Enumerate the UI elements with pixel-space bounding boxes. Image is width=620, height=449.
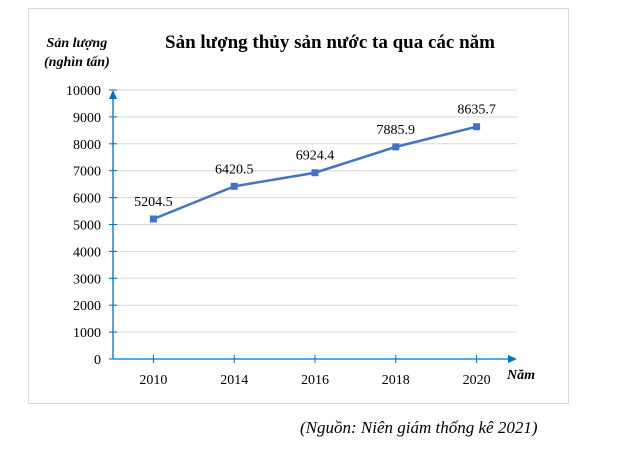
y-tick-label: 4000: [73, 245, 101, 260]
y-tick-label: 6000: [73, 192, 101, 207]
y-tick-label: 9000: [73, 111, 101, 126]
x-axis-label: Năm: [507, 368, 535, 383]
chart-frame: [28, 8, 569, 404]
y-tick-label: 3000: [73, 272, 101, 287]
y-tick-label: 1000: [73, 326, 101, 341]
x-tick-label: 2014: [220, 373, 248, 388]
x-axis-arrow-icon: [508, 355, 517, 363]
data-point: [149, 215, 157, 223]
y-tick-label: 5000: [73, 219, 101, 234]
data-point: [392, 143, 400, 151]
chart-title: Sản lượng thủy sản nước ta qua các năm: [165, 32, 495, 53]
y-axis-label-line2: (nghìn tấn): [44, 55, 110, 70]
source-note: (Nguồn: Niên giám thống kê 2021): [300, 418, 538, 437]
y-axis-arrow-icon: [109, 90, 117, 99]
data-point: [230, 182, 238, 190]
data-label: 6420.5: [215, 162, 254, 177]
y-tick-label: 2000: [73, 299, 101, 314]
data-point: [311, 169, 319, 177]
data-label: 5204.5: [134, 195, 173, 210]
x-tick-label: 2018: [382, 373, 410, 388]
data-point: [473, 123, 481, 131]
data-label: 8635.7: [457, 103, 496, 118]
data-label: 7885.9: [377, 123, 416, 138]
x-tick-label: 2016: [301, 373, 329, 388]
y-tick-label: 0: [94, 353, 101, 368]
x-tick-label: 2020: [463, 373, 491, 388]
y-tick-label: 8000: [73, 138, 101, 153]
y-tick-label: 10000: [66, 84, 101, 99]
x-tick-label: 2010: [139, 373, 167, 388]
data-label: 6924.4: [296, 149, 335, 164]
y-axis-label: Sản lượng (nghìn tấn): [44, 34, 110, 72]
y-axis-label-line1: Sản lượng: [46, 36, 108, 51]
y-tick-label: 7000: [73, 165, 101, 180]
